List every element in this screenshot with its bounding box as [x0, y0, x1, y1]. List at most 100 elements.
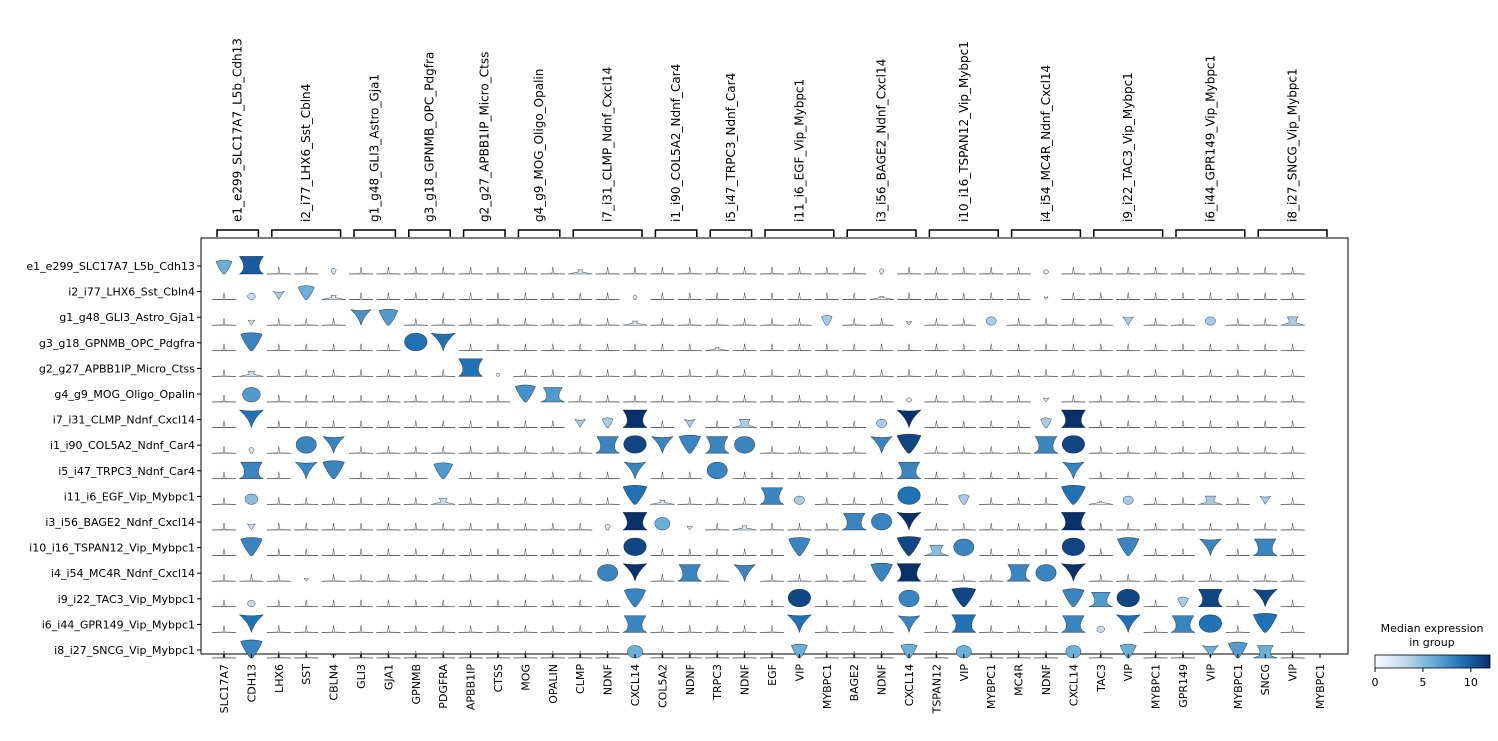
violin-mark	[924, 522, 949, 531]
group-bracket	[408, 229, 451, 237]
violin-mark	[321, 394, 346, 403]
violin-mark	[266, 471, 291, 479]
violin-mark	[1143, 446, 1168, 454]
violin-mark	[1197, 589, 1223, 607]
violin-mark	[677, 497, 702, 505]
violin-mark	[650, 266, 675, 275]
violin-mark	[321, 295, 346, 300]
violin-mark	[211, 522, 237, 531]
violin-mark	[1198, 266, 1223, 275]
violin-mark	[1006, 548, 1031, 556]
gene-label: GPR149	[1177, 664, 1190, 708]
violin-mark	[1006, 599, 1031, 607]
violin-mark	[1198, 522, 1223, 531]
violin-mark	[1170, 548, 1196, 556]
violin-mark	[732, 599, 757, 607]
violin-mark	[677, 318, 702, 326]
violin-mark	[1170, 497, 1196, 505]
gene-label: EGF	[766, 664, 779, 686]
violin-mark	[348, 625, 374, 633]
violin-mark	[924, 574, 949, 582]
violin-mark	[431, 574, 456, 582]
violin-mark	[348, 420, 374, 428]
violin-mark	[239, 574, 264, 582]
violin-mark	[376, 292, 401, 300]
violin-mark	[705, 548, 730, 556]
violin-mark	[924, 471, 949, 479]
violin-mark	[1088, 574, 1113, 582]
violin-mark	[979, 471, 1004, 479]
violin-mark	[677, 343, 702, 351]
colorbar-ticks: 0 5 10	[1372, 668, 1478, 689]
violin-mark	[1280, 266, 1305, 275]
violin-mark	[951, 574, 976, 582]
violin-mark	[376, 625, 401, 633]
gene-label: VIP	[793, 664, 806, 682]
violin-mark	[924, 545, 949, 556]
violin-mark	[951, 343, 976, 351]
violin-mark	[1042, 397, 1050, 403]
violin-mark	[240, 639, 263, 659]
group-bracket	[1175, 229, 1246, 237]
violin-mark	[540, 266, 565, 275]
violin-mark	[403, 548, 428, 556]
violin-mark	[266, 266, 291, 275]
violin-mark	[1253, 318, 1278, 326]
violin-mark	[1225, 343, 1250, 351]
violin-mark	[1143, 343, 1168, 351]
violin-mark	[759, 487, 785, 505]
gene-label: MYBPC1	[1150, 664, 1163, 709]
violin-mark	[1280, 420, 1305, 428]
group-bracket	[654, 229, 698, 237]
group-label: i7_i31_CLMP_Ndnf_Cxcl14	[601, 67, 615, 222]
violin-mark	[924, 266, 949, 275]
group-bracket	[1257, 229, 1328, 237]
violin-mark	[458, 292, 483, 300]
violin-mark	[924, 318, 949, 326]
violin-mark	[348, 548, 374, 556]
violin-mark	[604, 524, 611, 531]
violin-mark	[294, 625, 319, 633]
violin-mark	[568, 522, 593, 531]
violin-mark	[650, 318, 675, 326]
violin-mark	[1252, 613, 1278, 633]
violin-mark	[650, 471, 675, 479]
violin-mark	[294, 343, 319, 351]
violin-mark	[622, 266, 648, 275]
row-label: i9_i22_TAC3_Vip_Mybpc1	[58, 593, 195, 606]
violin-mark	[211, 574, 237, 582]
violin-mark	[842, 446, 867, 454]
violin-mark	[211, 394, 237, 403]
row-label: g1_g48_GLI3_Astro_Gja1	[59, 311, 195, 324]
violin-mark	[791, 643, 808, 659]
violin-mark	[376, 266, 401, 275]
violin-mark	[951, 471, 976, 479]
violin-mark	[842, 420, 867, 428]
gene-label: NDNF	[602, 664, 615, 695]
violin-mark	[485, 318, 511, 326]
violin-mark	[814, 625, 839, 633]
violin-mark	[376, 343, 401, 351]
violin-mark	[431, 446, 456, 454]
gene-label: OPALIN	[547, 664, 560, 704]
violin-mark	[238, 256, 264, 275]
violin-mark	[759, 471, 785, 479]
violin-mark	[485, 522, 511, 531]
violin-mark	[924, 420, 949, 428]
violin-mark	[1033, 548, 1059, 556]
violin-mark	[294, 548, 319, 556]
violin-mark	[294, 522, 319, 531]
violin-mark	[266, 420, 291, 428]
violin-mark	[870, 436, 893, 454]
violin-mark	[1143, 522, 1168, 531]
violin-mark	[622, 512, 648, 531]
violin-mark	[1061, 343, 1086, 351]
group-label: g3_g18_GPNMB_OPC_Pdgfra	[423, 52, 437, 222]
violin-mark	[1143, 318, 1168, 326]
violin-mark	[1060, 615, 1087, 633]
violin-mark	[568, 292, 593, 300]
violin-mark	[1061, 266, 1086, 275]
violin-mark	[759, 548, 785, 556]
violin-mark	[1005, 564, 1032, 582]
violin-mark	[247, 600, 256, 607]
